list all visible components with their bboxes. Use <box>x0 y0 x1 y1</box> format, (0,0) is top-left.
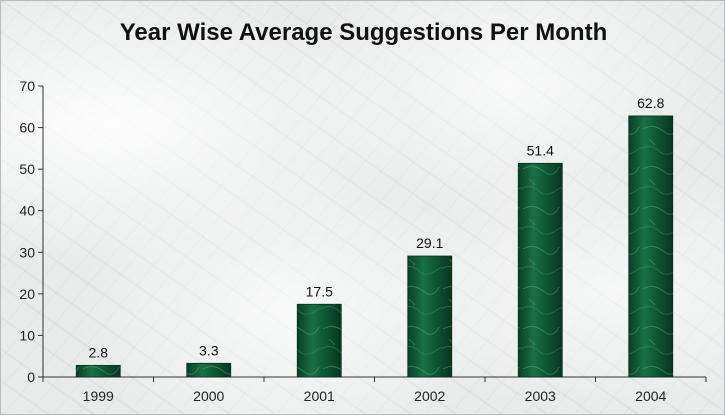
y-tick-label: 10 <box>19 327 35 343</box>
bar-texture-2004 <box>628 115 673 377</box>
bar-texture-1999 <box>76 365 121 377</box>
y-tick-label: 20 <box>19 286 35 302</box>
data-label-2004: 62.8 <box>637 95 664 111</box>
data-label-1999: 2.8 <box>89 344 109 360</box>
bar-texture-2000 <box>186 363 231 377</box>
y-tick-label: 50 <box>19 161 35 177</box>
labels-layer: 2.8 1999 3.3 2000 17.5 2001 29.1 2002 51.4 2003 62… <box>83 95 667 404</box>
data-label-2000: 3.3 <box>199 342 219 358</box>
x-tick-label-2000: 2000 <box>193 388 224 404</box>
bar-texture-2003 <box>518 163 563 377</box>
y-tick-label: 40 <box>19 203 35 219</box>
axis-layer: 0 10 20 30 40 50 60 70 <box>19 78 707 385</box>
bar-texture-2001 <box>297 304 342 377</box>
y-tick-label: 30 <box>19 244 35 260</box>
bars-layer <box>75 115 674 378</box>
y-tick-label: 0 <box>27 369 35 385</box>
data-label-2001: 17.5 <box>306 283 333 299</box>
y-tick-label: 60 <box>19 120 35 136</box>
x-tick-label-2001: 2001 <box>304 388 335 404</box>
chart-title: Year Wise Average Suggestions Per Month <box>119 19 608 46</box>
x-tick-label-1999: 1999 <box>83 388 114 404</box>
data-label-2002: 29.1 <box>416 235 443 251</box>
y-tick-label: 70 <box>19 78 35 94</box>
x-tick-label-2003: 2003 <box>525 388 556 404</box>
bar-texture-2002 <box>407 256 452 377</box>
x-tick-label-2002: 2002 <box>414 388 445 404</box>
data-label-2003: 51.4 <box>527 142 554 158</box>
x-tick-label-2004: 2004 <box>635 388 666 404</box>
